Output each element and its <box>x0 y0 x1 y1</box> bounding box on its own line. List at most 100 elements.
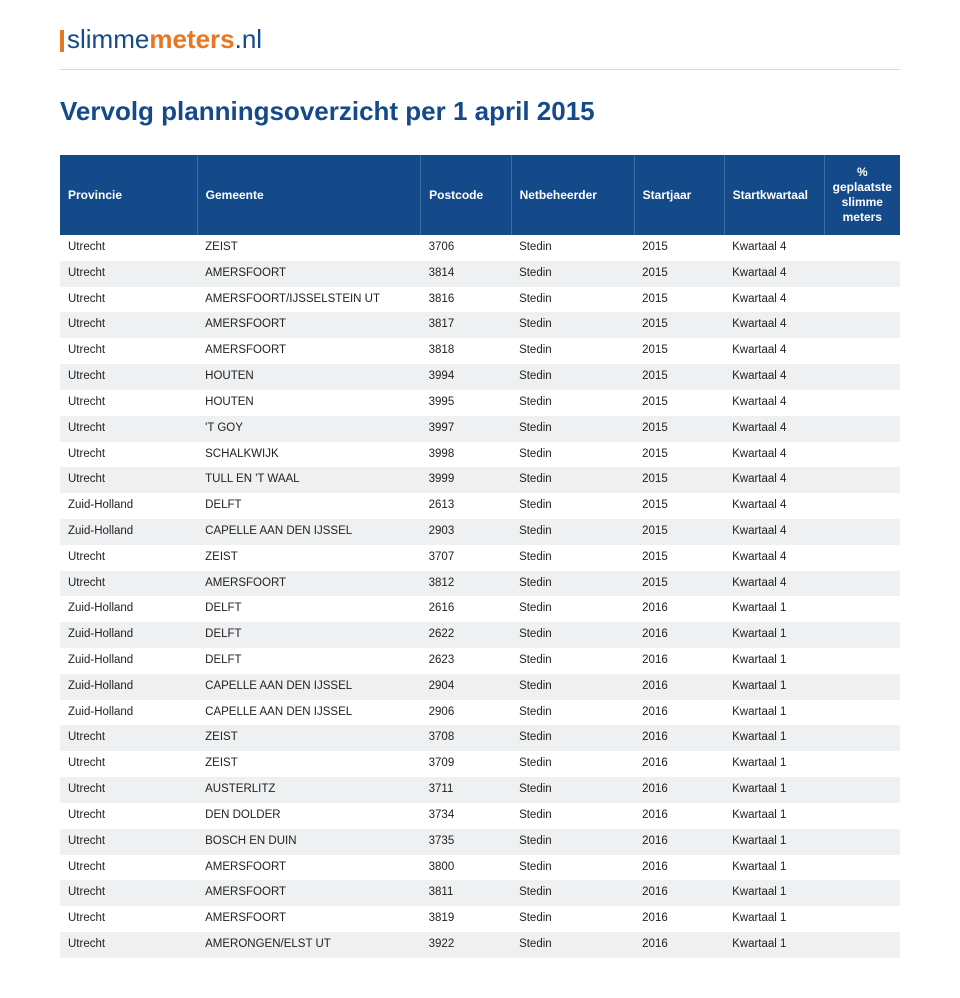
table-cell: 3708 <box>421 725 511 751</box>
table-cell <box>824 442 900 468</box>
table-row: UtrechtTULL EN 'T WAAL3999Stedin2015Kwar… <box>60 467 900 493</box>
table-cell: ZEIST <box>197 751 421 777</box>
planning-table: Provincie Gemeente Postcode Netbeheerder… <box>60 155 900 958</box>
table-cell: Stedin <box>511 312 634 338</box>
table-cell: Utrecht <box>60 416 197 442</box>
table-cell: Kwartaal 4 <box>724 312 824 338</box>
table-cell: Kwartaal 1 <box>724 751 824 777</box>
table-cell <box>824 725 900 751</box>
table-cell: ZEIST <box>197 235 421 261</box>
table-cell: 2015 <box>634 261 724 287</box>
table-cell <box>824 235 900 261</box>
table-cell: 2015 <box>634 338 724 364</box>
table-cell <box>824 519 900 545</box>
col-meters: % geplaatste slimme meters <box>824 155 900 235</box>
table-cell: Utrecht <box>60 545 197 571</box>
table-cell: 3816 <box>421 287 511 313</box>
table-cell: 2016 <box>634 855 724 881</box>
table-cell: Utrecht <box>60 932 197 958</box>
table-cell: 2015 <box>634 442 724 468</box>
table-body: UtrechtZEIST3706Stedin2015Kwartaal 4Utre… <box>60 235 900 958</box>
table-cell: 2016 <box>634 777 724 803</box>
table-cell: 3995 <box>421 390 511 416</box>
table-cell <box>824 545 900 571</box>
table-cell: Utrecht <box>60 467 197 493</box>
table-cell: 2016 <box>634 648 724 674</box>
table-cell: Zuid-Holland <box>60 519 197 545</box>
table-row: Utrecht'T GOY3997Stedin2015Kwartaal 4 <box>60 416 900 442</box>
table-cell: Kwartaal 1 <box>724 648 824 674</box>
table-cell: Kwartaal 1 <box>724 725 824 751</box>
table-cell <box>824 777 900 803</box>
table-cell: Stedin <box>511 700 634 726</box>
table-cell: Stedin <box>511 803 634 829</box>
table-cell: 3818 <box>421 338 511 364</box>
table-cell: 2016 <box>634 596 724 622</box>
table-cell: ZEIST <box>197 725 421 751</box>
table-cell: 2016 <box>634 725 724 751</box>
table-cell: Kwartaal 4 <box>724 545 824 571</box>
table-cell: Stedin <box>511 674 634 700</box>
table-cell: Utrecht <box>60 855 197 881</box>
table-cell: 3812 <box>421 571 511 597</box>
divider <box>60 69 900 70</box>
table-cell: Kwartaal 1 <box>724 700 824 726</box>
table-row: UtrechtAMERSFOORT3817Stedin2015Kwartaal … <box>60 312 900 338</box>
table-row: UtrechtZEIST3708Stedin2016Kwartaal 1 <box>60 725 900 751</box>
table-cell: 3997 <box>421 416 511 442</box>
table-cell: Kwartaal 4 <box>724 467 824 493</box>
table-row: UtrechtZEIST3709Stedin2016Kwartaal 1 <box>60 751 900 777</box>
table-row: UtrechtAMERSFOORT3811Stedin2016Kwartaal … <box>60 880 900 906</box>
table-cell <box>824 312 900 338</box>
col-startkwartaal: Startkwartaal <box>724 155 824 235</box>
table-cell: Stedin <box>511 622 634 648</box>
table-cell: 3817 <box>421 312 511 338</box>
table-cell: 2015 <box>634 416 724 442</box>
table-cell: 2016 <box>634 803 724 829</box>
table-cell: AMERONGEN/ELST UT <box>197 932 421 958</box>
table-row: UtrechtBOSCH EN DUIN3735Stedin2016Kwarta… <box>60 829 900 855</box>
table-cell: 2015 <box>634 545 724 571</box>
table-cell: 2016 <box>634 829 724 855</box>
table-cell: Stedin <box>511 287 634 313</box>
table-cell: Zuid-Holland <box>60 674 197 700</box>
table-row: Zuid-HollandDELFT2623Stedin2016Kwartaal … <box>60 648 900 674</box>
table-row: UtrechtAUSTERLITZ3711Stedin2016Kwartaal … <box>60 777 900 803</box>
table-cell: Stedin <box>511 519 634 545</box>
table-cell: Utrecht <box>60 880 197 906</box>
table-cell: 'T GOY <box>197 416 421 442</box>
table-cell: HOUTEN <box>197 364 421 390</box>
table-cell: Kwartaal 4 <box>724 390 824 416</box>
table-cell: Stedin <box>511 751 634 777</box>
table-cell: 3998 <box>421 442 511 468</box>
table-cell: 2016 <box>634 906 724 932</box>
table-cell <box>824 648 900 674</box>
table-cell: 3709 <box>421 751 511 777</box>
table-cell: AUSTERLITZ <box>197 777 421 803</box>
table-cell: Zuid-Holland <box>60 648 197 674</box>
table-cell: 3735 <box>421 829 511 855</box>
table-cell: Utrecht <box>60 261 197 287</box>
table-row: UtrechtAMERSFOORT/IJSSELSTEIN UT3816Sted… <box>60 287 900 313</box>
table-cell: BOSCH EN DUIN <box>197 829 421 855</box>
table-cell: 3999 <box>421 467 511 493</box>
table-cell: 3994 <box>421 364 511 390</box>
table-cell <box>824 467 900 493</box>
table-cell <box>824 261 900 287</box>
table-cell: HOUTEN <box>197 390 421 416</box>
table-cell: 3819 <box>421 906 511 932</box>
col-meters-line1: % geplaatste <box>833 165 892 194</box>
table-cell: 2015 <box>634 493 724 519</box>
table-cell: AMERSFOORT <box>197 855 421 881</box>
table-cell: Utrecht <box>60 725 197 751</box>
table-cell: Kwartaal 4 <box>724 571 824 597</box>
table-row: UtrechtDEN DOLDER3734Stedin2016Kwartaal … <box>60 803 900 829</box>
table-cell: 3707 <box>421 545 511 571</box>
table-cell: 2616 <box>421 596 511 622</box>
table-cell: 2015 <box>634 235 724 261</box>
table-cell: 2016 <box>634 880 724 906</box>
table-cell: 3734 <box>421 803 511 829</box>
table-cell: Utrecht <box>60 338 197 364</box>
table-row: Zuid-HollandCAPELLE AAN DEN IJSSEL2906St… <box>60 700 900 726</box>
table-cell <box>824 803 900 829</box>
